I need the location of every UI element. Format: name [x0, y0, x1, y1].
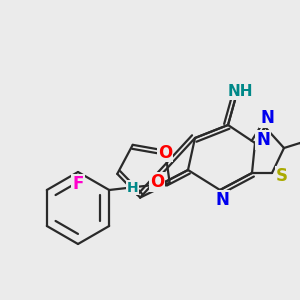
- Text: N: N: [215, 191, 229, 209]
- Text: O: O: [150, 173, 164, 191]
- Text: F: F: [72, 175, 84, 193]
- Text: N: N: [256, 131, 270, 149]
- Text: H: H: [126, 181, 138, 195]
- Text: O: O: [158, 143, 172, 161]
- Text: N: N: [260, 109, 274, 127]
- Text: S: S: [276, 167, 288, 185]
- Text: NH: NH: [227, 85, 253, 100]
